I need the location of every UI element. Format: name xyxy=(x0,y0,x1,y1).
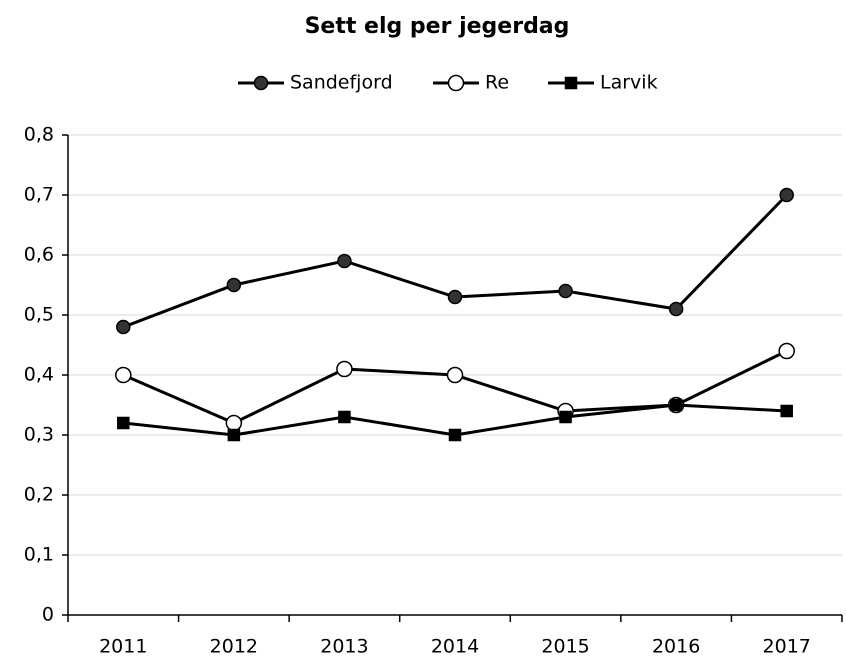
chart-title: Sett elg per jegerdag xyxy=(305,14,570,39)
data-point xyxy=(448,428,462,442)
y-tick-label: 0,6 xyxy=(24,244,54,266)
data-point xyxy=(779,187,794,203)
y-tick-label: 0,8 xyxy=(24,124,54,146)
x-tick-label: 2012 xyxy=(210,636,258,657)
y-tick-label: 0,7 xyxy=(24,184,54,206)
legend-marker xyxy=(447,74,465,92)
series-line xyxy=(122,193,788,329)
data-point xyxy=(446,366,464,384)
x-tick-label: 2013 xyxy=(320,636,368,657)
x-tick-label: 2016 xyxy=(652,636,700,657)
x-tick-label: 2011 xyxy=(99,636,147,657)
legend-marker xyxy=(253,75,269,91)
legend-label: Larvik xyxy=(600,72,658,94)
y-tick-label: 0,4 xyxy=(24,364,54,386)
data-point xyxy=(558,283,573,299)
y-tick-label: 0,2 xyxy=(24,484,54,506)
data-point xyxy=(227,428,241,442)
data-point xyxy=(338,410,351,424)
x-tick-label: 2015 xyxy=(541,636,589,657)
y-tick-label: 0,5 xyxy=(24,304,54,326)
legend-label: Re xyxy=(485,72,509,94)
data-point xyxy=(780,404,793,418)
data-point xyxy=(115,366,132,384)
data-point xyxy=(117,416,130,430)
data-point xyxy=(226,277,242,293)
data-point xyxy=(669,398,683,412)
data-point xyxy=(559,410,572,424)
y-tick-label: 0,3 xyxy=(24,424,54,446)
legend-label: Sandefjord xyxy=(290,72,393,94)
y-tick-label: 0 xyxy=(42,604,54,626)
data-point xyxy=(447,289,463,305)
data-point xyxy=(668,301,684,317)
series-line xyxy=(122,349,788,425)
legend-marker xyxy=(564,76,578,90)
x-tick-label: 2017 xyxy=(763,636,811,657)
data-point xyxy=(778,342,795,360)
data-point xyxy=(116,319,131,335)
data-point xyxy=(225,414,243,432)
data-point xyxy=(336,360,353,378)
y-tick-label: 0,1 xyxy=(24,544,54,566)
x-tick-label: 2014 xyxy=(431,636,479,657)
data-point xyxy=(337,253,352,269)
